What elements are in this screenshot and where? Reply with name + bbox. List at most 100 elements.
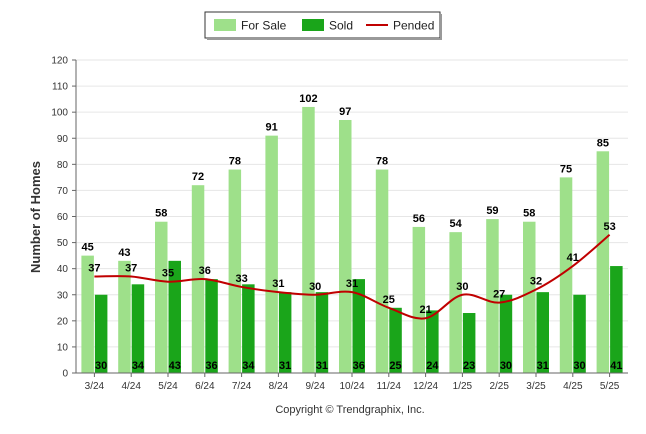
for-sale-bar — [302, 106, 315, 373]
pended-value-label: 37 — [125, 262, 137, 274]
y-tick-label: 30 — [57, 290, 69, 301]
y-axis: 0 10 20 30 40 50 60 70 80 90 100 110 120 — [51, 56, 77, 380]
pended-value-label: 30 — [309, 281, 321, 293]
pended-value-label: 30 — [456, 281, 468, 293]
y-tick-label: 10 — [57, 342, 69, 353]
sold-bar — [499, 294, 513, 373]
pended-value-label: 33 — [235, 273, 247, 285]
pended-value-label: 21 — [419, 304, 431, 316]
legend-label: Pended — [393, 19, 434, 33]
sold-value-label: 34 — [242, 360, 255, 372]
sold-bar — [536, 292, 549, 373]
for-sale-bar — [265, 135, 278, 373]
for-sale-value-label: 45 — [82, 242, 94, 254]
x-tick-label: 12/24 — [413, 381, 438, 392]
x-tick-label: 4/25 — [563, 381, 583, 392]
sold-value-label: 31 — [279, 360, 291, 372]
pended-value-label: 31 — [272, 278, 284, 290]
legend-label: Sold — [329, 19, 353, 33]
pended-value-label: 36 — [199, 265, 211, 277]
sold-bar — [315, 292, 329, 373]
sold-bar — [389, 307, 402, 373]
sold-bar — [573, 294, 586, 373]
y-tick-label: 120 — [51, 56, 68, 67]
legend-box-shadow — [440, 14, 442, 40]
for-sale-value-label: 72 — [192, 171, 204, 183]
for-sale-bar — [449, 232, 462, 373]
sold-value-label: 31 — [316, 360, 328, 372]
sold-value-label: 30 — [95, 360, 107, 372]
x-axis: 3/24 4/24 5/24 6/24 7/24 8/24 9/24 10/24 11/24 12… — [76, 372, 628, 392]
sold-value-label: 36 — [205, 360, 217, 372]
for-sale-bar — [118, 260, 131, 373]
for-sale-value-label: 75 — [560, 163, 572, 175]
x-tick-label: 4/24 — [121, 381, 141, 392]
for-sale-value-label: 43 — [118, 247, 130, 259]
y-tick-label: 40 — [57, 264, 69, 275]
legend-swatch — [214, 19, 236, 31]
x-tick-label: 7/24 — [232, 381, 252, 392]
sold-bar — [278, 292, 292, 373]
for-sale-value-label: 59 — [486, 205, 498, 217]
x-tick-label: 9/24 — [305, 381, 325, 392]
pended-value-label: 32 — [530, 276, 542, 288]
legend-box-shadow-bottom — [207, 38, 442, 40]
legend: For Sale Sold Pended — [204, 11, 442, 40]
grid — [76, 59, 628, 374]
x-tick-label: 11/24 — [377, 381, 402, 392]
y-axis-label: Number of Homes — [28, 161, 43, 273]
for-sale-bar — [228, 169, 242, 373]
for-sale-value-label: 78 — [229, 156, 241, 168]
pended-line — [94, 233, 611, 320]
sold-bar — [426, 310, 439, 373]
for-sale-value-label: 91 — [266, 122, 278, 134]
for-sale-value-label: 56 — [413, 213, 425, 225]
sold-value-label: 41 — [610, 360, 622, 372]
for-sale-value-label: 58 — [523, 208, 535, 220]
sold-bar — [168, 260, 181, 373]
for-sale-bar — [523, 221, 536, 373]
for-sale-bar — [81, 255, 94, 373]
pended-value-label: 41 — [567, 252, 579, 264]
x-tick-label: 3/25 — [526, 381, 546, 392]
y-tick-label: 50 — [57, 238, 69, 249]
legend-swatch — [302, 19, 324, 31]
sold-bar — [205, 279, 218, 373]
bars — [81, 106, 623, 373]
for-sale-bar — [596, 151, 610, 373]
x-tick-label: 6/24 — [195, 381, 215, 392]
for-sale-bar — [412, 226, 426, 373]
sold-value-label: 30 — [500, 360, 512, 372]
for-sale-bar — [339, 119, 352, 373]
for-sale-value-label: 102 — [299, 93, 317, 105]
sold-bar — [131, 284, 145, 373]
sold-value-label: 43 — [169, 360, 181, 372]
y-tick-label: 20 — [57, 316, 69, 327]
sold-value-label: 34 — [132, 360, 145, 372]
x-tick-label: 5/24 — [158, 381, 178, 392]
pended-value-label: 25 — [383, 294, 395, 306]
pended-series-line — [94, 233, 611, 320]
copyright-footer: Copyright © Trendgraphix, Inc. — [275, 404, 424, 416]
for-sale-value-label: 78 — [376, 156, 388, 168]
for-sale-bar — [155, 221, 168, 373]
x-tick-label: 3/24 — [85, 381, 105, 392]
for-sale-value-label: 97 — [339, 106, 351, 118]
y-tick-label: 80 — [57, 160, 69, 171]
for-sale-bar — [559, 177, 573, 373]
sold-bar — [462, 313, 476, 373]
sold-bar — [610, 266, 623, 373]
pended-value-label: 53 — [603, 221, 615, 233]
pended-value-label: 37 — [88, 262, 100, 274]
sold-value-label: 24 — [426, 360, 439, 372]
x-tick-label: 2/25 — [489, 381, 509, 392]
legend-label: For Sale — [241, 19, 287, 33]
x-tick-label: 8/24 — [269, 381, 289, 392]
for-sale-value-label: 58 — [155, 208, 167, 220]
pended-value-label: 27 — [493, 289, 505, 301]
for-sale-value-label: 54 — [450, 218, 463, 230]
for-sale-bar — [486, 219, 499, 373]
x-tick-label: 10/24 — [339, 381, 364, 392]
pended-value-label: 35 — [162, 268, 174, 280]
